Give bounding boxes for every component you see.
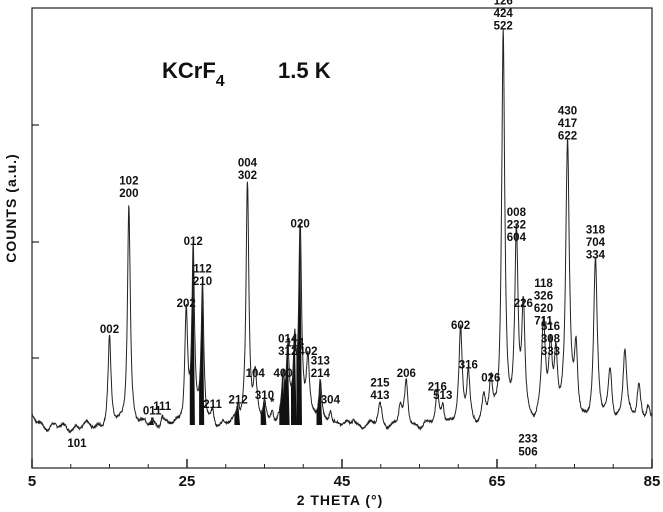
peak-label: 214: [311, 368, 331, 380]
peak-label: 226: [514, 298, 533, 310]
peak-label: 333: [541, 346, 560, 358]
peak-label: 516: [541, 321, 560, 333]
peak-label: 008: [507, 207, 527, 219]
peak-label: 104: [246, 368, 266, 380]
peak-label: 400: [274, 368, 293, 380]
peak-label: 704: [586, 237, 606, 249]
peak-label: 313: [311, 356, 330, 368]
peak-label: 604: [507, 232, 527, 244]
x-tick-label: 5: [28, 473, 36, 490]
peak-label: *: [270, 397, 275, 409]
peak-label: 326: [534, 290, 553, 302]
x-tick-label: 85: [644, 473, 661, 490]
peak-label: 304: [321, 395, 341, 407]
temperature-label: 1.5 K: [278, 58, 331, 83]
peak-label: 622: [558, 131, 577, 143]
peak-label: 424: [494, 8, 514, 20]
peak-label: 430: [558, 106, 577, 118]
peak-label: 020: [291, 219, 310, 231]
peak-label: 206: [397, 368, 416, 380]
peak-label: 506: [518, 447, 537, 459]
peak-label: 101: [67, 438, 87, 450]
peak-label: 232: [507, 219, 526, 231]
peak-label: 417: [558, 118, 577, 130]
peak-label: 200: [119, 188, 138, 200]
peak-label: 202: [177, 298, 196, 310]
peak-label: 513: [433, 390, 452, 402]
peak-label: 004: [238, 158, 258, 170]
x-tick-label: 65: [489, 473, 506, 490]
y-axis-title: COUNTS (a.u.): [3, 153, 19, 262]
peak-label: 522: [494, 21, 513, 33]
peak-label: 112: [193, 263, 212, 275]
peak-label: 211: [203, 399, 222, 411]
peak-label: 102: [119, 175, 138, 187]
peak-label: 212: [229, 395, 248, 407]
peak-label: 118: [534, 278, 553, 290]
peak-label: 012: [184, 236, 203, 248]
peak-label: 111: [153, 401, 172, 413]
peak-label: 233: [518, 433, 537, 445]
peak-label: 308: [541, 334, 561, 346]
peak-label: 210: [193, 276, 212, 288]
peak-label: 126: [494, 0, 513, 8]
peak-label: 318: [586, 224, 606, 236]
peak-label: 302: [238, 170, 257, 182]
peak-label: 602: [451, 320, 470, 332]
peak-label: 620: [534, 303, 553, 315]
peak-label: 026: [481, 373, 500, 385]
peak-label: 316: [459, 359, 478, 371]
peak-label: 413: [370, 390, 389, 402]
x-tick-label: 25: [179, 473, 196, 490]
x-tick-label: 45: [334, 473, 351, 490]
peak-label: 334: [586, 249, 606, 261]
peak-label: 002: [100, 324, 119, 336]
peak-label: 215: [370, 378, 390, 390]
x-axis-title: 2 THETA (°): [297, 492, 384, 508]
